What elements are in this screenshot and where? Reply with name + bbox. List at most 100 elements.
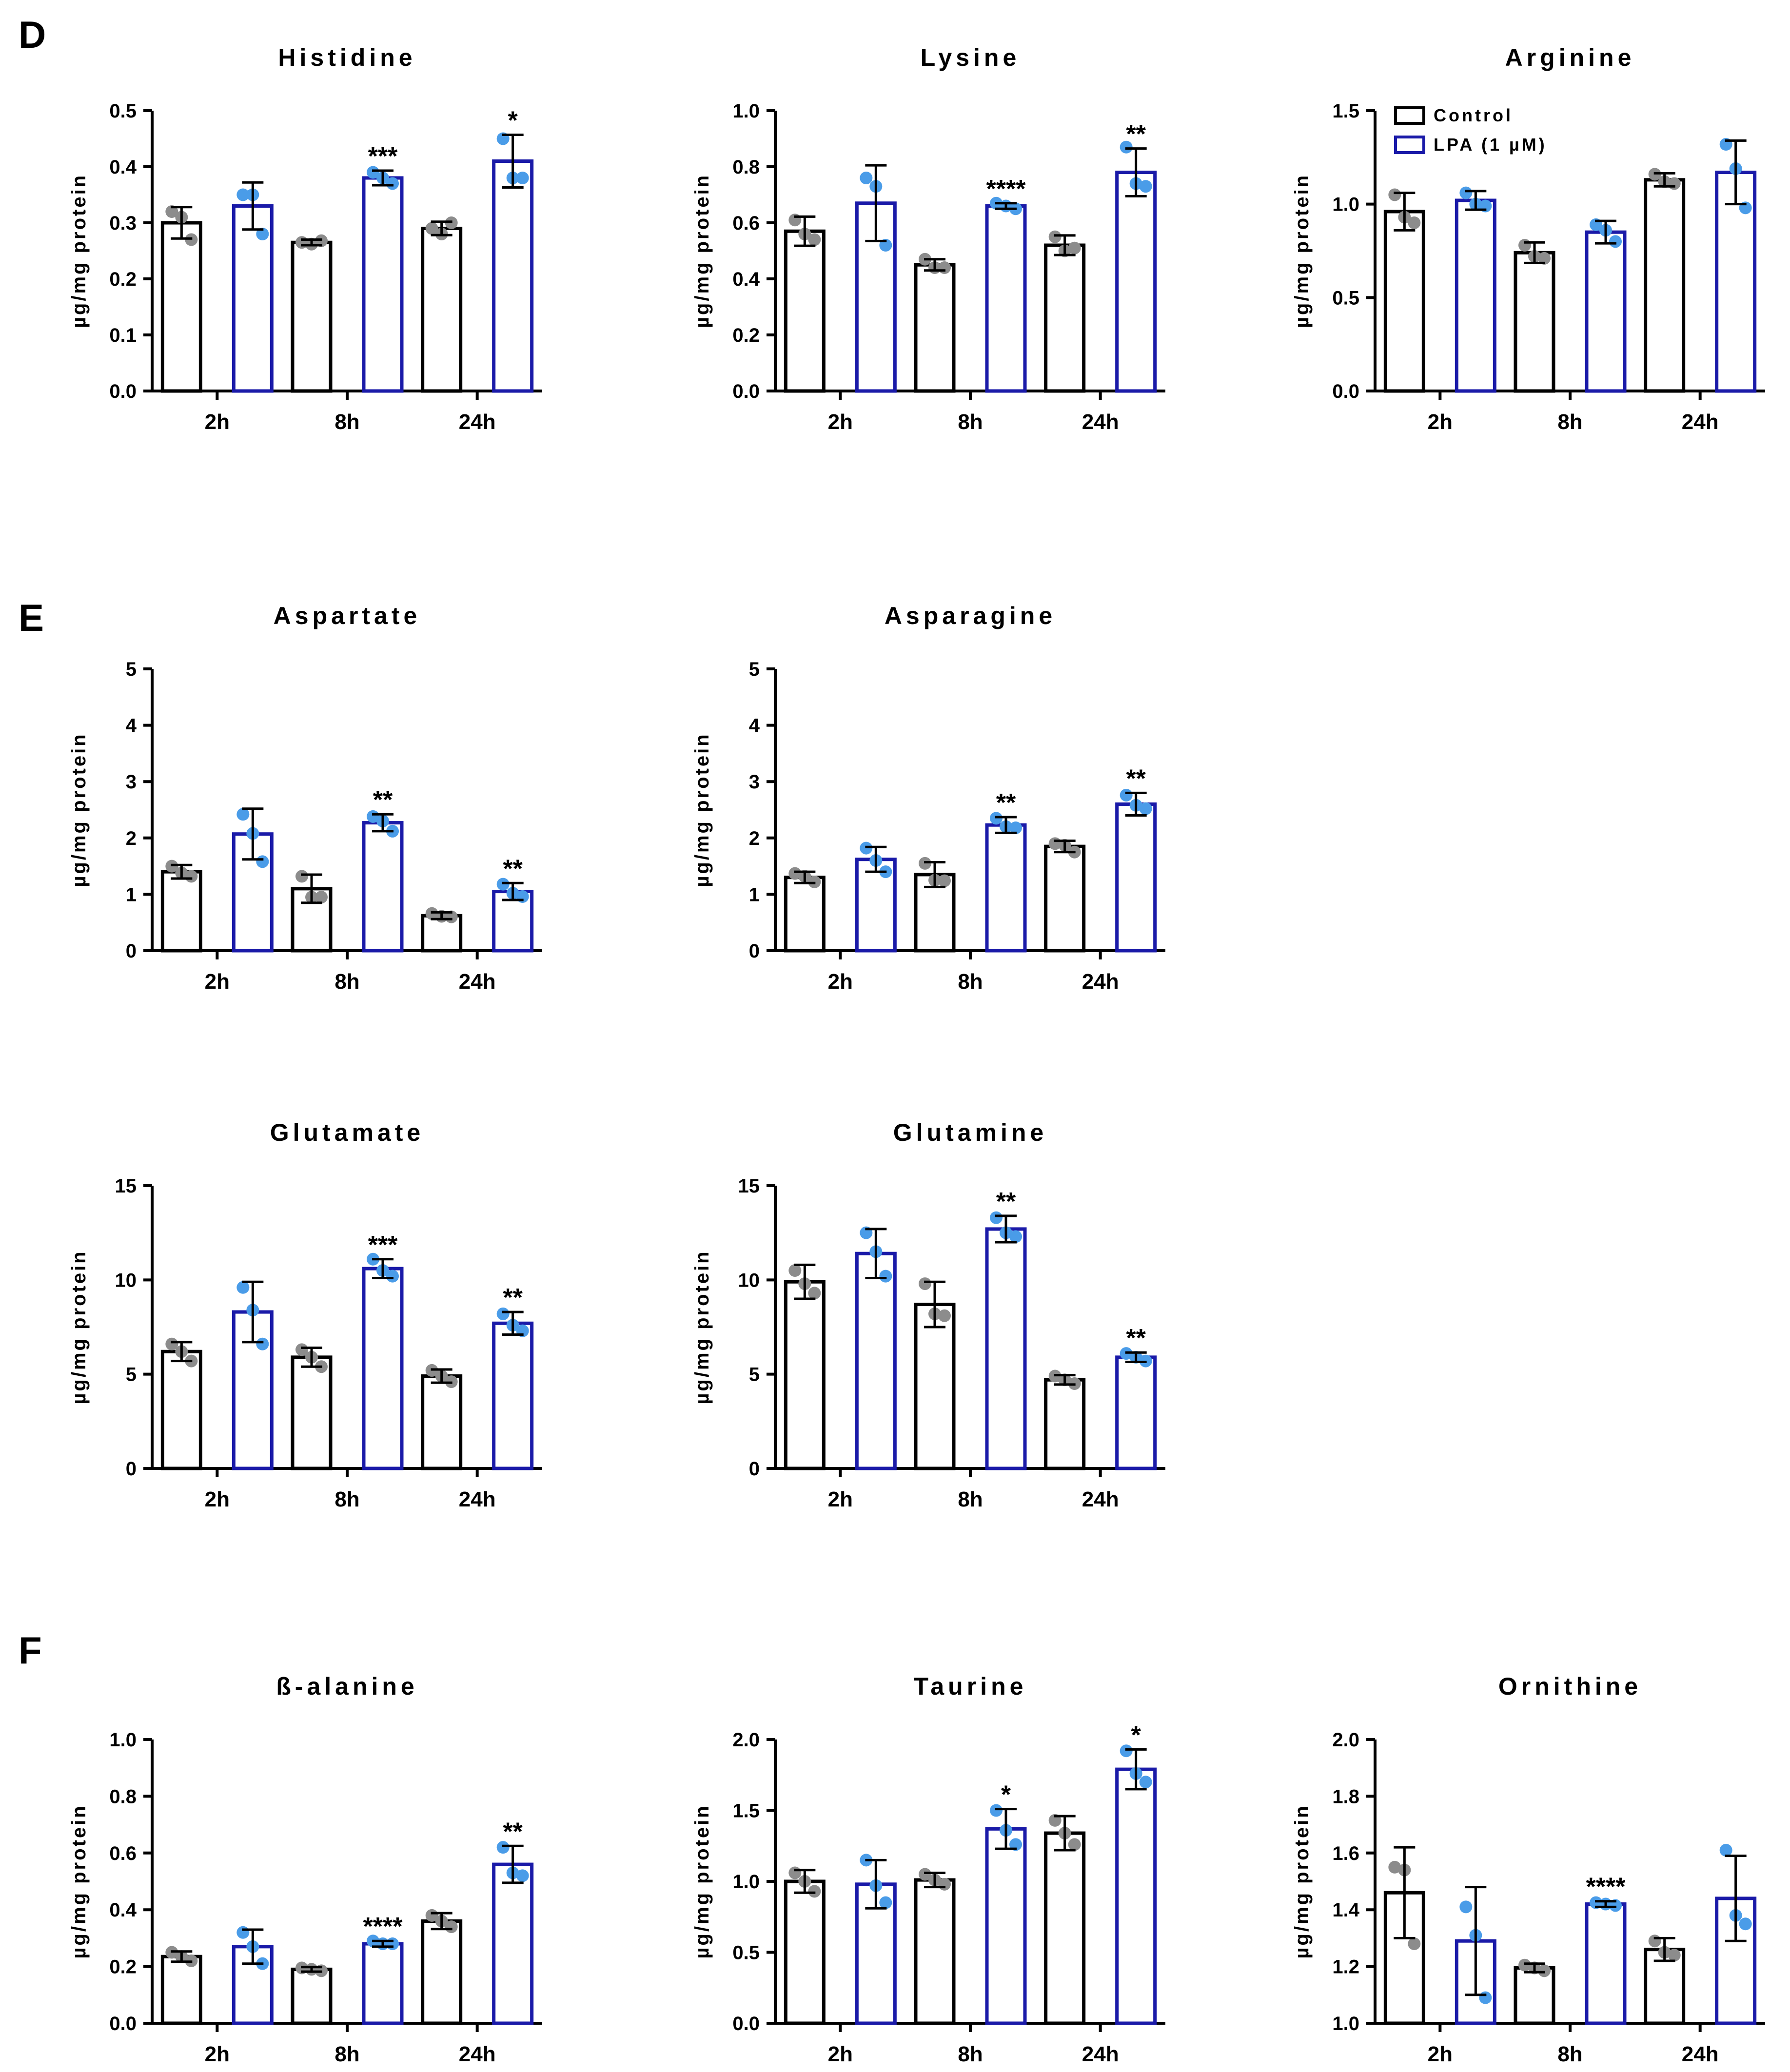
point-control (425, 222, 438, 235)
bar-control (160, 870, 202, 953)
point-lpa (386, 1270, 399, 1283)
y-tick-label: 10 (115, 1270, 137, 1291)
chart-title: Histidine (278, 44, 416, 71)
y-tick-label: 0.2 (109, 269, 137, 290)
x-tick-label: 8h (958, 2042, 983, 2066)
point-control (938, 874, 951, 887)
y-tick-label: 0.8 (732, 156, 760, 178)
y-tick-label: 0.4 (109, 156, 137, 178)
point-control (938, 1309, 951, 1322)
bar-lpa (985, 823, 1027, 953)
point-control (1388, 1860, 1401, 1874)
point-lpa (236, 808, 250, 821)
x-tick-label: 8h (334, 1487, 359, 1511)
y-tick-label: 0.2 (109, 1956, 137, 1978)
point-control (1668, 177, 1681, 190)
bar-lpa (362, 1942, 404, 2025)
x-tick-label: 24h (459, 1487, 496, 1511)
point-control (165, 205, 178, 218)
point-lpa (1120, 1744, 1133, 1758)
point-control (1068, 241, 1081, 254)
point-lpa (256, 855, 269, 868)
x-tick-label: 2h (205, 970, 230, 994)
x-tick-label: 2h (828, 2042, 853, 2066)
y-tick-label: 2 (749, 828, 760, 849)
point-control (808, 1287, 821, 1300)
y-tick-label: 1.2 (1332, 1956, 1359, 1978)
panel-letter-e: E (19, 596, 44, 639)
y-tick-label: 2.0 (1332, 1729, 1359, 1751)
point-control (1408, 1937, 1421, 1951)
x-tick-label: 2h (205, 2042, 230, 2066)
bar-control (160, 1955, 202, 2025)
point-lpa (990, 1804, 1003, 1817)
bar-control (784, 229, 826, 393)
point-control (808, 233, 821, 246)
y-tick-label: 5 (749, 659, 760, 680)
point-lpa (516, 1869, 529, 1882)
y-tick-label: 5 (126, 659, 137, 680)
bar-lpa (1115, 1355, 1157, 1470)
bar-control (784, 1879, 826, 2025)
x-tick-label: 8h (958, 970, 983, 994)
point-control (295, 870, 308, 883)
bar-control (421, 227, 463, 393)
y-tick-label: 15 (738, 1175, 760, 1197)
chart-glutamine: Glutamine µg/mg protein 0 5 10 15 2h 8h ** 24h ** (691, 1119, 1165, 1511)
x-tick-label: 24h (1682, 410, 1719, 434)
panel-letter-d: D (19, 13, 46, 56)
y-tick-label: 1.8 (1332, 1786, 1359, 1807)
point-lpa (1459, 1900, 1473, 1914)
y-tick-label: 0 (126, 940, 137, 962)
bar-control (1644, 178, 1686, 393)
point-control (1648, 1935, 1661, 1948)
bar-control (1044, 243, 1086, 393)
bar-control (291, 240, 333, 393)
point-control (919, 1277, 931, 1290)
bar-control (160, 221, 202, 393)
y-axis-title: µg/mg protein (68, 732, 90, 887)
point-control (185, 870, 198, 883)
y-tick-label: 1.4 (1332, 1899, 1359, 1921)
significance-label: ** (996, 1188, 1016, 1216)
x-tick-label: 2h (828, 970, 853, 994)
chart-arginine: Arginine µg/mg protein 0.0 0.5 1.0 1.5 2h 8h 24h… (1291, 44, 1765, 434)
y-axis-title: µg/mg protein (68, 1804, 90, 1958)
bar-control (1044, 844, 1086, 953)
y-tick-label: 0 (126, 1458, 137, 1480)
bar-control (1514, 1966, 1555, 2025)
y-tick-label: 0.0 (109, 2013, 137, 2034)
significance-label: ** (503, 855, 523, 883)
point-lpa (1139, 1776, 1152, 1789)
point-control (938, 261, 951, 274)
point-lpa (1009, 821, 1022, 834)
bar-lpa (1455, 198, 1496, 393)
bar-lpa (855, 858, 897, 953)
significance-label: ** (996, 789, 1016, 817)
legend-swatch-control (1394, 106, 1425, 125)
point-control (445, 1920, 458, 1934)
significance-label: ** (1126, 764, 1146, 793)
bar-lpa (1585, 1902, 1627, 2025)
y-tick-label: 4 (126, 715, 137, 737)
bar-lpa (362, 176, 404, 393)
bar-lpa (1115, 1767, 1157, 2025)
y-tick-label: 2 (126, 828, 137, 849)
y-tick-label: 1.0 (732, 100, 760, 122)
x-tick-label: 24h (1682, 2042, 1719, 2066)
significance-label: ** (503, 1284, 523, 1312)
x-tick-label: 2h (1428, 410, 1453, 434)
chart-title: ß-alanine (276, 1673, 418, 1700)
point-control (1538, 1964, 1551, 1977)
point-lpa (1479, 1991, 1492, 2004)
point-control (1048, 230, 1062, 243)
point-lpa (1719, 1843, 1732, 1857)
x-tick-label: 8h (1557, 410, 1582, 434)
bar-lpa (1115, 802, 1157, 953)
significance-label: **** (1586, 1873, 1626, 1901)
bar-control (421, 1374, 463, 1470)
y-tick-label: 0 (749, 940, 760, 962)
significance-label: **** (986, 175, 1026, 203)
x-tick-label: 2h (205, 1487, 230, 1511)
bar-control (1514, 251, 1555, 393)
